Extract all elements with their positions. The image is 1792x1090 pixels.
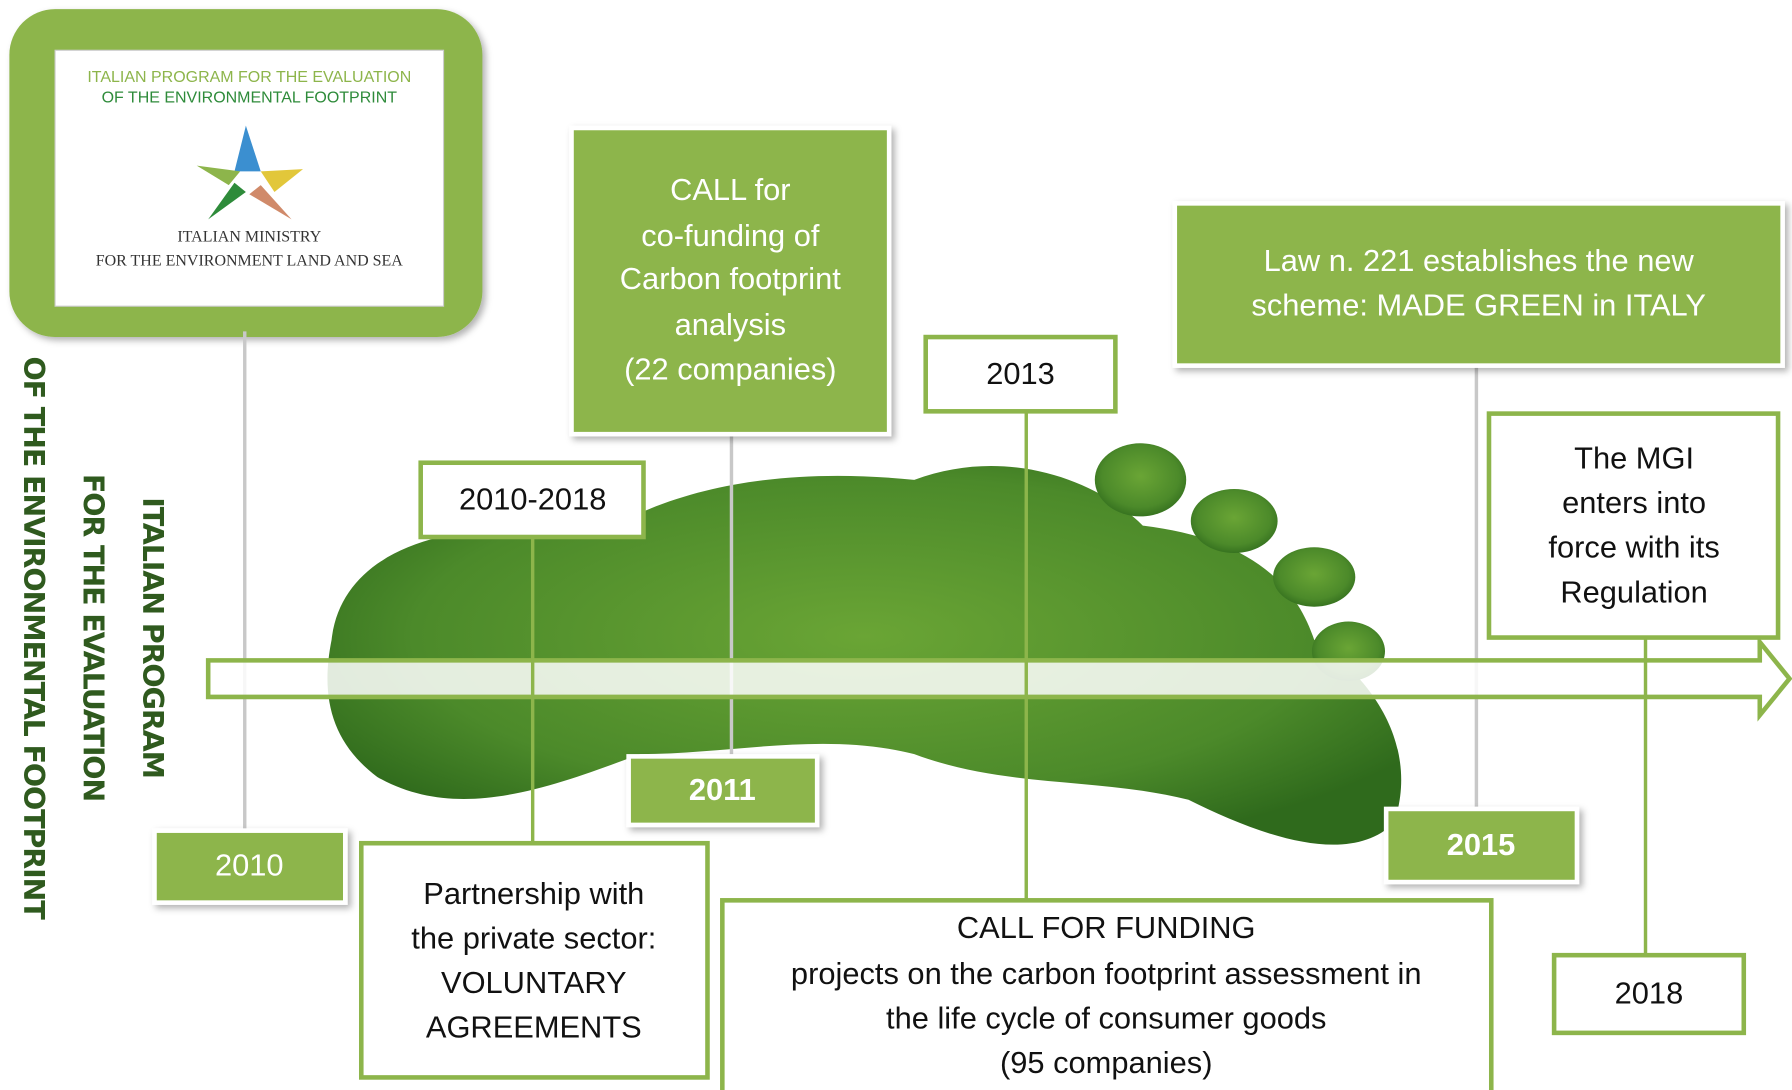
event-text: (95 companies) bbox=[1000, 1045, 1212, 1080]
logo-ministry: FOR THE ENVIRONMENT LAND AND SEA bbox=[96, 252, 404, 269]
year-label: 2010-2018 bbox=[459, 482, 606, 517]
side-title: ITALIAN PROGRAM bbox=[136, 497, 170, 778]
year-label: 2013 bbox=[986, 356, 1055, 391]
event-text: force with its bbox=[1548, 530, 1719, 565]
event-text: The MGI bbox=[1574, 441, 1694, 476]
event-text: VOLUNTARY bbox=[441, 965, 627, 1000]
timeline-diagram: ITALIAN PROGRAM FOR THE EVALUATION OF TH… bbox=[0, 0, 1792, 1090]
event-text: enters into bbox=[1562, 485, 1706, 520]
year-label: 2015 bbox=[1447, 827, 1516, 862]
event-text: AGREEMENTS bbox=[426, 1010, 642, 1045]
year-label: 2011 bbox=[689, 772, 756, 807]
event-text: (22 companies) bbox=[624, 351, 836, 386]
event-text: CALL FOR FUNDING bbox=[957, 910, 1256, 945]
year-label: 2010 bbox=[215, 847, 284, 882]
event-text: analysis bbox=[675, 307, 786, 342]
event-text: scheme: MADE GREEN in ITALY bbox=[1251, 287, 1706, 322]
event-text: co-funding of bbox=[641, 218, 820, 253]
logo-line: ITALIAN PROGRAM FOR THE EVALUATION bbox=[87, 69, 411, 86]
event-box bbox=[1175, 203, 1783, 365]
event-text: Regulation bbox=[1560, 574, 1707, 609]
logo-line: OF THE ENVIRONMENTAL FOOTPRINT bbox=[102, 89, 398, 106]
event-text: CALL for bbox=[670, 172, 791, 207]
year-label: 2018 bbox=[1615, 975, 1684, 1010]
side-title: FOR THE EVALUATION bbox=[77, 474, 111, 801]
event-text: the life cycle of consumer goods bbox=[886, 1000, 1326, 1035]
event-text: Carbon footprint bbox=[620, 261, 842, 296]
event-text: Partnership with bbox=[423, 876, 644, 911]
side-title: OF THE ENVIRONMENTAL FOOTPRINT bbox=[17, 356, 51, 920]
logo-ministry: ITALIAN MINISTRY bbox=[177, 228, 321, 245]
event-text: projects on the carbon footprint assessm… bbox=[791, 956, 1422, 991]
page: ITALIAN PROGRAM FOR THE EVALUATION OF TH… bbox=[0, 0, 1792, 1090]
event-text: the private sector: bbox=[411, 920, 656, 955]
event-text: Law n. 221 establishes the new bbox=[1264, 243, 1695, 278]
